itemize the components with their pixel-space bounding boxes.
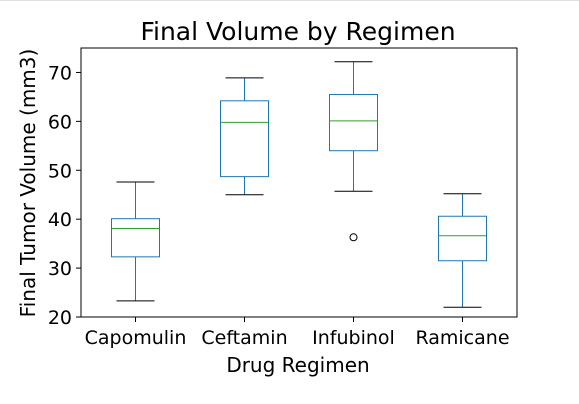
x-tick-label-0: Capomulin	[85, 327, 187, 349]
x-axis-label: Drug Regimen	[226, 353, 369, 377]
axes-frame	[80, 47, 518, 318]
plot-area: 20 30 40 50 60 70 Capomulin Ceftamin Infubinol Ra…	[48, 47, 518, 349]
x-tick-label-3: Ramicane	[415, 327, 509, 349]
outlier-infubinol-0	[349, 233, 358, 242]
box-capomulin	[111, 218, 160, 258]
y-tick-label-4: 60	[48, 111, 72, 133]
y-tick-label-5: 70	[48, 62, 72, 84]
box-infubinol	[329, 93, 378, 152]
chart-title: Final Volume by Regimen	[140, 17, 455, 46]
y-tick-label-0: 20	[48, 307, 72, 329]
box-ceftamin	[220, 100, 269, 178]
y-tick-label-3: 50	[48, 160, 72, 182]
y-tick-label-2: 40	[48, 209, 72, 231]
x-tick-label-2: Infubinol	[312, 327, 395, 349]
x-tick-label-1: Ceftamin	[201, 327, 287, 349]
y-tick-label-1: 30	[48, 258, 72, 280]
y-axis-label: Final Tumor Volume (mm3)	[16, 49, 40, 318]
box-ramicane	[438, 215, 487, 262]
